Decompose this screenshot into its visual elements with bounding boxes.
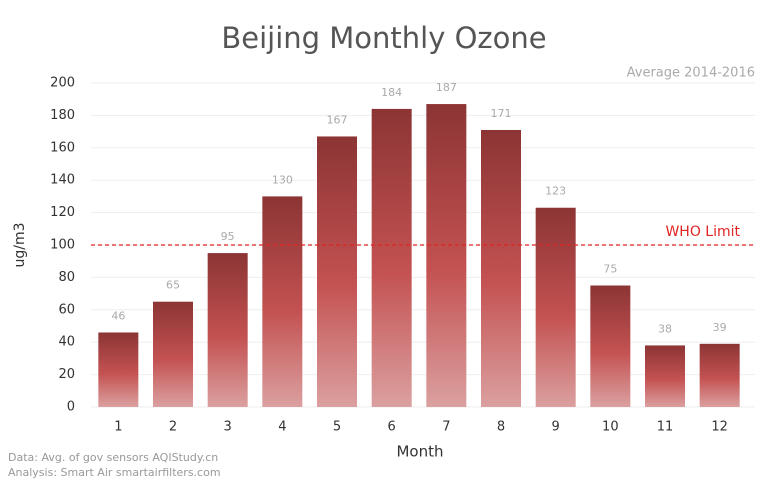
bar — [262, 196, 303, 407]
y-tick-label: 40 — [58, 335, 75, 350]
data-label: 130 — [272, 173, 293, 186]
y-tick-label: 200 — [50, 76, 75, 91]
subtitle: Average 2014-2016 — [627, 66, 755, 81]
y-tick-label: 160 — [50, 140, 75, 155]
bar — [426, 104, 467, 407]
x-tick-label: 3 — [224, 420, 232, 435]
y-axis-label: ug/m3 — [12, 222, 28, 267]
x-tick-label: 2 — [169, 420, 177, 435]
data-label: 123 — [545, 185, 566, 198]
y-tick-label: 20 — [58, 367, 75, 382]
bar — [317, 136, 357, 407]
source-note: Analysis: Smart Air smartairfilters.com — [8, 466, 221, 479]
y-tick-label: 80 — [58, 270, 75, 285]
y-tick-label: 140 — [50, 173, 75, 188]
data-label: 39 — [713, 321, 727, 334]
chart-title: Beijing Monthly Ozone — [221, 21, 546, 55]
data-label: 46 — [111, 309, 125, 322]
x-tick-label: 7 — [442, 420, 450, 435]
bar — [590, 285, 631, 407]
x-tick-label: 5 — [333, 420, 341, 435]
bar — [371, 108, 412, 408]
x-tick-label: 9 — [552, 420, 560, 435]
x-axis-label: Month — [396, 443, 443, 461]
data-label: 187 — [436, 81, 457, 94]
x-tick-label: 8 — [497, 420, 505, 435]
x-tick-label: 4 — [278, 420, 286, 435]
data-label: 38 — [658, 322, 672, 335]
bar — [153, 301, 193, 407]
bar — [699, 343, 740, 407]
data-label: 171 — [491, 107, 512, 120]
x-tick-label: 11 — [657, 420, 674, 435]
y-tick-label: 100 — [50, 238, 75, 253]
y-tick-label: 60 — [58, 302, 75, 317]
reference-label: WHO Limit — [665, 224, 740, 240]
bar — [481, 129, 521, 408]
source-note: Data: Avg. of gov sensors AQIStudy.cn — [8, 451, 218, 464]
data-label: 75 — [603, 263, 617, 276]
x-tick-label: 6 — [388, 420, 396, 435]
y-tick-label: 0 — [67, 400, 75, 415]
data-label: 95 — [221, 230, 235, 243]
bar — [98, 332, 139, 407]
y-tick-label: 180 — [50, 108, 75, 123]
x-tick-label: 12 — [711, 420, 728, 435]
bar — [207, 253, 248, 407]
x-tick-label: 1 — [114, 420, 122, 435]
x-tick-label: 10 — [602, 420, 619, 435]
bar — [645, 345, 685, 407]
data-label: 184 — [381, 86, 402, 99]
y-tick-label: 120 — [50, 205, 75, 220]
data-label: 167 — [327, 113, 348, 126]
data-label: 65 — [166, 279, 180, 292]
bar — [535, 207, 576, 407]
